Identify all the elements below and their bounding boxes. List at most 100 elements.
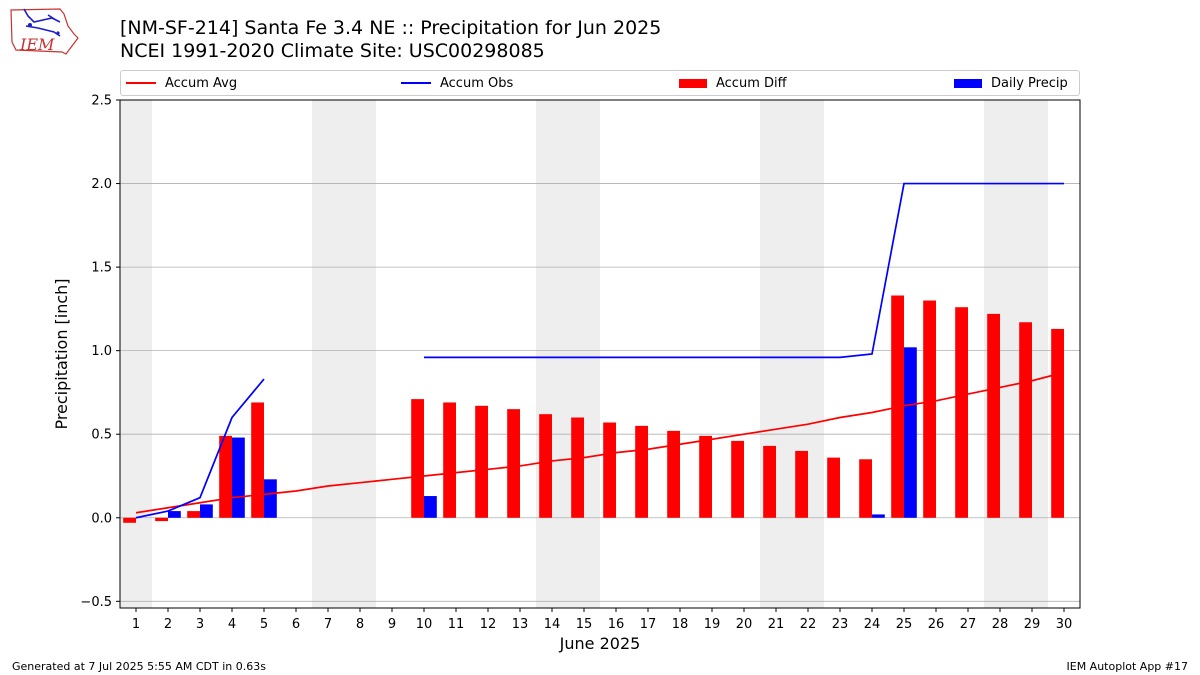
legend-item-accum-obs: Accum Obs [401,71,513,95]
legend-label-accum-obs: Accum Obs [440,75,514,91]
legend-swatch-accum-obs [401,82,431,84]
x-tick-label: 26 [928,617,945,632]
accum-diff-bar [987,313,1000,518]
x-tick-label: 8 [356,617,364,632]
y-tick-label: −0.5 [80,595,112,610]
chart-title: [NM-SF-214] Santa Fe 3.4 NE :: Precipita… [120,17,662,39]
weekend-shade [792,100,824,608]
accum-diff-bar [411,399,424,518]
accum-diff-bar [507,409,520,518]
generated-timestamp: Generated at 7 Jul 2025 5:55 AM CDT in 0… [12,660,266,673]
y-tick-label: 1.5 [91,261,112,276]
accum-diff-bar [795,450,808,518]
daily-precip-bar [264,479,277,518]
x-tick-label: 29 [1024,617,1041,632]
legend-label-accum-avg: Accum Avg [165,75,238,91]
weekend-shade [568,100,600,608]
x-tick-label: 28 [992,617,1009,632]
legend-item-accum-avg: Accum Avg [126,71,237,95]
daily-precip-bar [424,496,437,518]
x-tick-label: 27 [960,617,977,632]
plot-frame [119,99,1081,609]
weekend-shade [312,100,344,608]
legend-swatch-daily-precip [954,78,982,88]
accum-diff-bar [539,414,552,518]
legend-label-accum-diff: Accum Diff [716,75,787,91]
accum-diff-bar [251,402,264,518]
accum-diff-bar [859,459,872,518]
accum-diff-bar [123,517,136,523]
daily-precip-bar [168,511,181,518]
accum-diff-bar [187,511,200,518]
y-tick-label: 0.5 [91,428,112,443]
x-tick-label: 10 [416,617,433,632]
accum-diff-bar [155,517,168,522]
x-tick-label: 23 [832,617,849,632]
accum-diff-bar [475,405,488,518]
y-tick-label: 2.5 [91,94,112,109]
daily-precip-bar [872,514,885,518]
x-tick-label: 20 [736,617,753,632]
x-tick-label: 14 [544,617,561,632]
accum-diff-bar [1051,328,1064,518]
y-tick-label: 0.0 [91,511,112,526]
x-tick-label: 15 [576,617,593,632]
legend-label-daily-precip: Daily Precip [991,75,1068,91]
x-tick-label: 22 [800,617,817,632]
autoplot-app-label: IEM Autoplot App #17 [1066,660,1189,673]
x-tick-label: 24 [864,617,881,632]
accum-diff-bar [571,417,584,518]
x-tick-label: 25 [896,617,913,632]
accum-diff-bar [827,457,840,518]
accum-diff-bar [955,307,968,518]
y-axis-label: Precipitation [inch] [52,278,71,429]
accum-diff-bar [923,300,936,518]
x-tick-label: 17 [640,617,657,632]
x-tick-label: 2 [164,617,172,632]
x-tick-label: 11 [448,617,465,632]
chart-legend: Accum Avg Accum Obs Accum Diff Daily Pre… [120,70,1080,96]
legend-item-daily-precip: Daily Precip [954,71,1068,95]
legend-swatch-accum-avg [126,82,156,84]
x-tick-label: 7 [324,617,332,632]
accum-diff-bar [731,440,744,518]
x-tick-label: 12 [480,617,497,632]
daily-precip-bar [904,347,917,518]
daily-precip-bar [232,437,245,518]
y-tick-label: 1.0 [91,344,112,359]
daily-precip-bar [200,504,213,518]
accum-avg-line [135,371,1065,514]
x-tick-label: 21 [768,617,785,632]
weekend-shade [344,100,376,608]
logo-text: IEM [19,35,55,54]
x-tick-label: 19 [704,617,721,632]
accum-diff-bar [667,430,680,518]
weekend-shade [536,100,568,608]
legend-swatch-accum-diff [679,78,707,88]
chart-subtitle: NCEI 1991-2020 Climate Site: USC00298085 [120,40,545,62]
accum-diff-bar [635,425,648,518]
x-tick-label: 5 [260,617,268,632]
x-tick-label: 30 [1056,617,1073,632]
x-tick-label: 1 [132,617,140,632]
accum-diff-bar [219,435,232,518]
accum-obs-line [135,378,265,519]
accum-diff-bar [1019,322,1032,518]
y-tick-label: 2.0 [91,177,112,192]
accum-obs-line [424,182,1064,359]
legend-item-accum-diff: Accum Diff [679,71,787,95]
accum-diff-bar [443,402,456,518]
x-tick-label: 9 [388,617,396,632]
weekend-shade [760,100,792,608]
x-tick-label: 18 [672,617,689,632]
accum-diff-bar [699,435,712,518]
accum-diff-bar [603,422,616,518]
x-tick-label: 3 [196,617,204,632]
x-axis-label: June 2025 [559,634,641,653]
x-tick-label: 4 [228,617,236,632]
x-tick-label: 6 [292,617,300,632]
accum-diff-bar [763,445,776,518]
x-tick-label: 16 [608,617,625,632]
weekend-shade [120,100,152,608]
